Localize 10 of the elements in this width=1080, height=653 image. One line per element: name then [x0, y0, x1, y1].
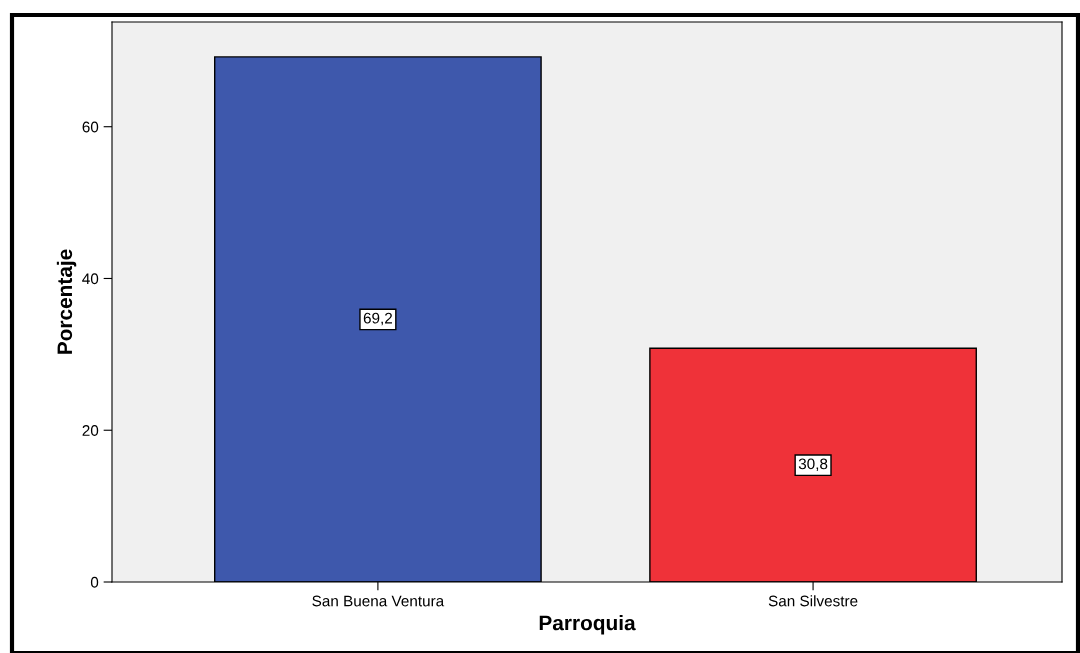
data-label: 30,8: [798, 458, 828, 472]
x-tick-label: San Buena Ventura: [312, 595, 445, 607]
y-tick-label: 60: [82, 121, 99, 133]
data-label: 69,2: [363, 312, 392, 326]
y-axis-title: Porcentaje: [56, 249, 77, 354]
x-tick-label: San Silvestre: [768, 595, 858, 607]
y-tick-label: 40: [82, 273, 99, 285]
y-tick-label: 20: [82, 425, 99, 436]
y-tick-label: 0: [90, 576, 99, 588]
x-axis-title: Parroquia: [539, 614, 636, 635]
